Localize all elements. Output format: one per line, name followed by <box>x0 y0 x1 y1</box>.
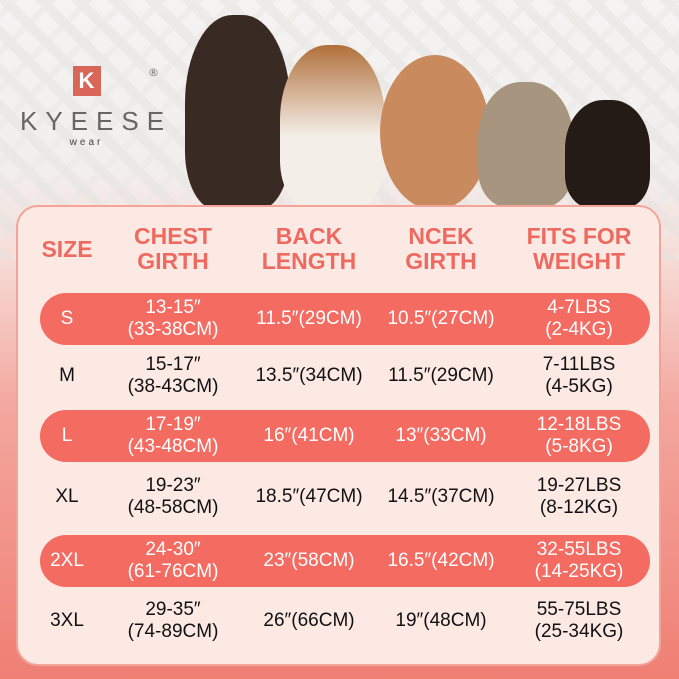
cell-fits-for-weight: 19-27LBS (8-12KG) <box>537 475 622 519</box>
brand-name: KYEESE <box>20 106 173 136</box>
cell-back-length: 13.5″(34CM) <box>255 365 363 386</box>
header-line: GIRTH <box>405 248 477 274</box>
cell-neck-girth: 16.5″(42CM) <box>387 550 495 571</box>
cell-size: L <box>61 425 73 446</box>
cell-line: 4-7LBS <box>547 297 611 318</box>
header-line: NCEK <box>408 223 474 249</box>
cell-line: 19-27LBS <box>536 475 622 496</box>
cell-back-length: 11.5″(29CM) <box>256 308 362 329</box>
cell-fits-for-weight: 12-18LBS (5-8KG) <box>537 414 622 458</box>
cell-back-length: 23″(58CM) <box>263 550 355 571</box>
cell-line: 12-18LBS <box>536 414 622 435</box>
cell-line: (14-25KG) <box>534 561 624 582</box>
cell-line: (2-4KG) <box>545 319 613 340</box>
header-row: SIZE CHEST GIRTH BACK LENGTH NCEK GIRTH FITS FO… <box>40 223 650 275</box>
header-neck-girth: NCEK GIRTH <box>405 224 477 274</box>
cell-line: (25-34KG) <box>534 621 624 642</box>
cell-line: 7-11LBS <box>542 354 616 375</box>
cell-size: XL <box>55 486 79 507</box>
header-line: SIZE <box>41 235 93 262</box>
table-row: S 13-15″ (33-38CM) 11.5″(29CM) 10.5″(27CM) 4-… <box>40 293 650 345</box>
cell-line: 32-55LBS <box>536 539 622 560</box>
cell-line: (38-43CM) <box>127 376 219 397</box>
brand-subtitle: wear <box>69 137 104 148</box>
table-row: M 15-17″ (38-43CM) 13.5″(34CM) 11.5″(29CM) 7-… <box>40 350 650 402</box>
cell-size: 3XL <box>50 610 84 631</box>
header-size: SIZE <box>41 235 93 262</box>
table-row: XL 19-23″ (48-58CM) 18.5″(47CM) 14.5″(37CM) 1… <box>40 471 650 523</box>
beagle-image <box>280 45 385 210</box>
cell-size: 2XL <box>50 550 84 571</box>
poodle-image <box>380 55 490 210</box>
cell-line: (74-89CM) <box>127 621 219 642</box>
cell-line: (48-58CM) <box>127 497 219 518</box>
cell-fits-for-weight: 7-11LBS (4-5KG) <box>543 354 616 398</box>
cell-line: 29-35″ <box>145 599 201 620</box>
cell-fits-for-weight: 4-7LBS (2-4KG) <box>545 297 613 341</box>
cell-back-length: 26″(66CM) <box>263 610 355 631</box>
header-line: BACK <box>275 223 343 249</box>
cell-neck-girth: 19″(48CM) <box>395 610 487 631</box>
cell-neck-girth: 10.5″(27CM) <box>387 308 495 329</box>
logo-mark: K <box>72 66 101 96</box>
header-line: GIRTH <box>137 248 209 274</box>
table-row: 3XL 29-35″ (74-89CM) 26″(66CM) 19″(48CM) 55-7… <box>40 595 650 647</box>
chihuahua-image <box>565 100 650 208</box>
header-line: CHEST <box>134 223 212 249</box>
cell-neck-girth: 13″(33CM) <box>395 425 487 446</box>
header-line: WEIGHT <box>533 248 625 274</box>
table-row: 2XL 24-30″ (61-76CM) 23″(58CM) 16.5″(42CM) 32… <box>40 535 650 587</box>
cell-line: 24-30″ <box>145 539 201 560</box>
cell-line: (4-5KG) <box>545 376 613 397</box>
cell-line: 55-75LBS <box>536 599 622 620</box>
cell-fits-for-weight: 32-55LBS (14-25KG) <box>535 539 624 583</box>
cell-line: (33-38CM) <box>127 319 219 340</box>
header-fits-for-weight: FITS FOR WEIGHT <box>527 224 632 274</box>
cell-back-length: 16″(41CM) <box>263 425 355 446</box>
cell-line: (5-8KG) <box>545 436 613 457</box>
cell-neck-girth: 14.5″(37CM) <box>387 486 495 507</box>
cell-chest-girth: 24-30″ (61-76CM) <box>128 539 219 583</box>
header-back-length: BACK LENGTH <box>262 224 357 274</box>
registered-mark: ® <box>148 66 159 79</box>
cell-line: 19-23″ <box>145 475 201 496</box>
cell-line: 17-19″ <box>145 414 201 435</box>
cell-size: S <box>60 308 74 329</box>
table-row: L 17-19″ (43-48CM) 16″(41CM) 13″(33CM) 12-18L… <box>40 410 650 462</box>
cell-line: (43-48CM) <box>127 436 219 457</box>
cell-line: (8-12KG) <box>539 497 619 518</box>
header-line: LENGTH <box>261 248 357 274</box>
cell-fits-for-weight: 55-75LBS (25-34KG) <box>535 599 624 643</box>
brand-logo: K ® KYEESE wear <box>14 66 173 148</box>
header-line: FITS FOR <box>526 223 632 249</box>
size-chart: SIZE CHEST GIRTH BACK LENGTH NCEK GIRTH FITS FO… <box>16 205 661 666</box>
doberman-image <box>185 15 290 210</box>
cell-chest-girth: 13-15″ (33-38CM) <box>128 297 219 341</box>
cell-chest-girth: 15-17″ (38-43CM) <box>128 354 219 398</box>
cell-chest-girth: 29-35″ (74-89CM) <box>128 599 219 643</box>
cell-size: M <box>59 365 75 386</box>
cell-back-length: 18.5″(47CM) <box>255 486 363 507</box>
cell-line: 15-17″ <box>145 354 201 375</box>
header-chest-girth: CHEST GIRTH <box>134 224 212 274</box>
cell-chest-girth: 19-23″ (48-58CM) <box>128 475 219 519</box>
cell-line: 13-15″ <box>145 297 201 318</box>
cell-line: (61-76CM) <box>127 561 219 582</box>
cell-chest-girth: 17-19″ (43-48CM) <box>128 414 219 458</box>
terrier-image <box>478 82 573 207</box>
cell-neck-girth: 11.5″(29CM) <box>388 365 494 386</box>
